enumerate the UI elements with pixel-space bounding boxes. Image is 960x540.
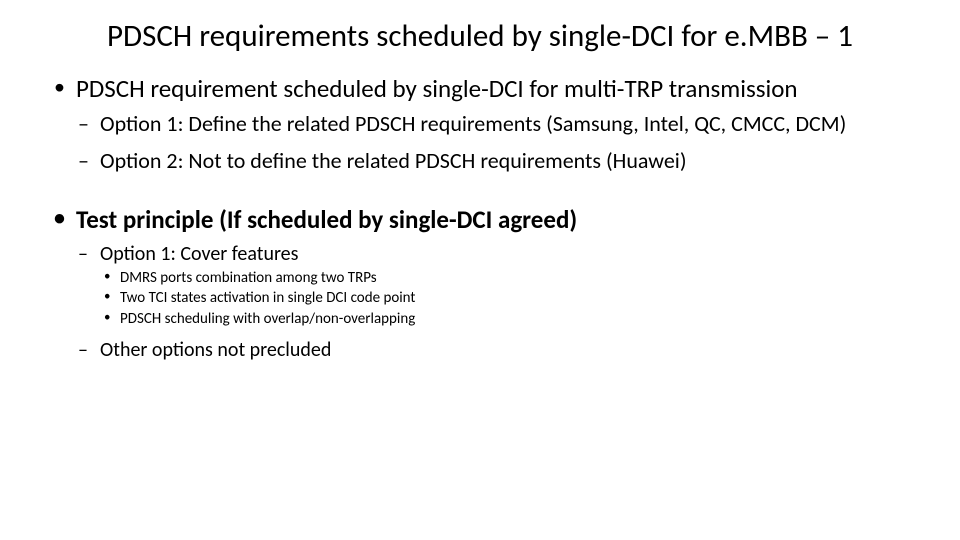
feature-3: PDSCH scheduling with overlap/non-overla…: [100, 310, 912, 330]
slide-title: PDSCH requirements scheduled by single-D…: [48, 18, 912, 55]
section-2: Test principle (If scheduled by single-D…: [48, 204, 912, 364]
section-2-other: Other options not precluded: [76, 337, 912, 363]
feature-1: DMRS ports combination among two TRPs: [100, 269, 912, 289]
section-1: PDSCH requirement scheduled by single-DC…: [48, 73, 912, 175]
features-list: DMRS ports combination among two TRPs Tw…: [100, 269, 912, 330]
section-1-options: Option 1: Define the related PDSCH requi…: [76, 110, 912, 175]
section-1-option-1: Option 1: Define the related PDSCH requi…: [76, 110, 912, 139]
section-2-text: Test principle (If scheduled by single-D…: [76, 204, 577, 235]
section-2-option-1-text: Option 1: Cover features: [100, 242, 298, 266]
feature-2: Two TCI states activation in single DCI …: [100, 289, 912, 309]
slide: PDSCH requirements scheduled by single-D…: [0, 0, 960, 540]
section-2-sub: Option 1: Cover features DMRS ports comb…: [76, 241, 912, 364]
section-2-option-1: Option 1: Cover features DMRS ports comb…: [76, 241, 912, 330]
section-1-text: PDSCH requirement scheduled by single-DC…: [76, 73, 798, 104]
spacer: [48, 186, 912, 204]
section-1-option-2: Option 2: Not to define the related PDSC…: [76, 147, 912, 176]
bullet-list-2: Test principle (If scheduled by single-D…: [48, 204, 912, 364]
bullet-list: PDSCH requirement scheduled by single-DC…: [48, 73, 912, 175]
